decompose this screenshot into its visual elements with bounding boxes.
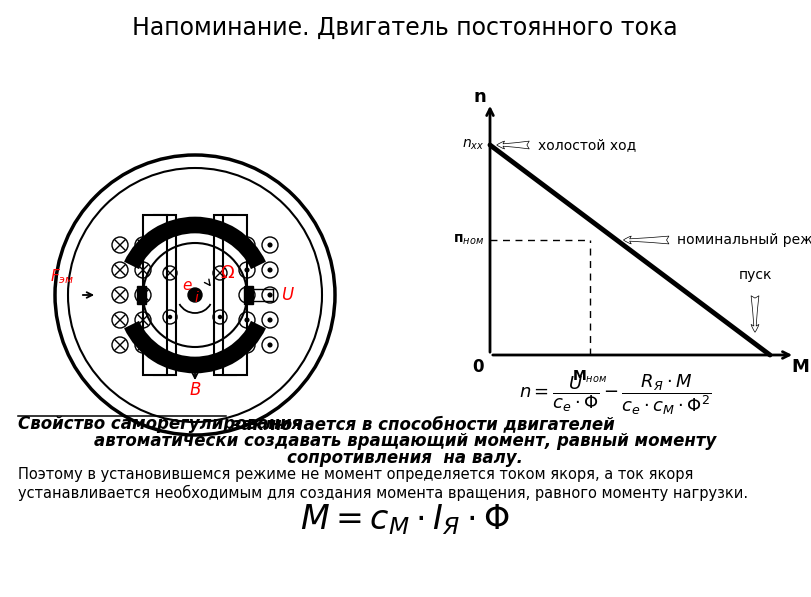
Text: Свойство саморегулирования: Свойство саморегулирования xyxy=(18,415,303,433)
Bar xyxy=(244,286,253,304)
Text: $B$: $B$ xyxy=(189,381,201,399)
Text: $i$: $i$ xyxy=(194,291,200,306)
Text: $n = \dfrac{U}{c_e \cdot \Phi} - \dfrac{R_\mathit{Я} \cdot M}{c_e \cdot c_M \cdo: $n = \dfrac{U}{c_e \cdot \Phi} - \dfrac{… xyxy=(519,373,711,417)
Text: пуск: пуск xyxy=(738,268,772,282)
Text: n: n xyxy=(474,88,487,106)
Text: $e$: $e$ xyxy=(182,278,192,293)
Circle shape xyxy=(268,293,272,297)
Text: Напоминание. Двигатель постоянного тока: Напоминание. Двигатель постоянного тока xyxy=(132,16,678,40)
Bar xyxy=(137,286,146,304)
Circle shape xyxy=(268,267,272,273)
Text: $M = c_M \cdot I_\mathit{Я} \cdot \Phi$: $M = c_M \cdot I_\mathit{Я} \cdot \Phi$ xyxy=(300,503,510,537)
Circle shape xyxy=(268,343,272,347)
Circle shape xyxy=(188,288,202,302)
Bar xyxy=(143,215,167,375)
Bar xyxy=(223,215,247,375)
Text: п$_{ном}$: п$_{ном}$ xyxy=(453,233,484,247)
Circle shape xyxy=(244,343,250,347)
Circle shape xyxy=(168,315,172,319)
Text: $\mathbf{M}$: $\mathbf{M}$ xyxy=(791,358,809,376)
Text: $\Omega$: $\Omega$ xyxy=(220,264,234,282)
Circle shape xyxy=(244,318,250,322)
Text: сопротивления  на валу.: сопротивления на валу. xyxy=(287,449,523,467)
Text: $U$: $U$ xyxy=(281,286,295,304)
Circle shape xyxy=(244,267,250,273)
Text: заключается в способности двигателей: заключается в способности двигателей xyxy=(226,415,615,433)
Bar xyxy=(214,215,236,375)
Bar xyxy=(154,215,176,375)
Text: $F_{эм}$: $F_{эм}$ xyxy=(49,267,74,287)
Circle shape xyxy=(244,242,250,248)
Text: автоматически создавать вращающий момент, равный моменту: автоматически создавать вращающий момент… xyxy=(94,432,716,450)
Text: $\mathbf{0}$: $\mathbf{0}$ xyxy=(472,358,484,376)
Circle shape xyxy=(218,315,222,319)
Circle shape xyxy=(244,293,250,297)
Circle shape xyxy=(268,318,272,322)
Text: устанавливается необходимым для создания момента вращения, равного моменту нагру: устанавливается необходимым для создания… xyxy=(18,485,748,501)
Text: Поэтому в установившемся режиме не момент определяется током якоря, а ток якоря: Поэтому в установившемся режиме не момен… xyxy=(18,467,693,482)
Text: $n_{xx}$: $n_{xx}$ xyxy=(461,138,484,152)
Text: холостой ход: холостой ход xyxy=(538,138,637,152)
Text: номинальный режим: номинальный режим xyxy=(676,233,811,247)
Circle shape xyxy=(268,242,272,248)
Text: М$_{ном}$: М$_{ном}$ xyxy=(573,369,607,386)
